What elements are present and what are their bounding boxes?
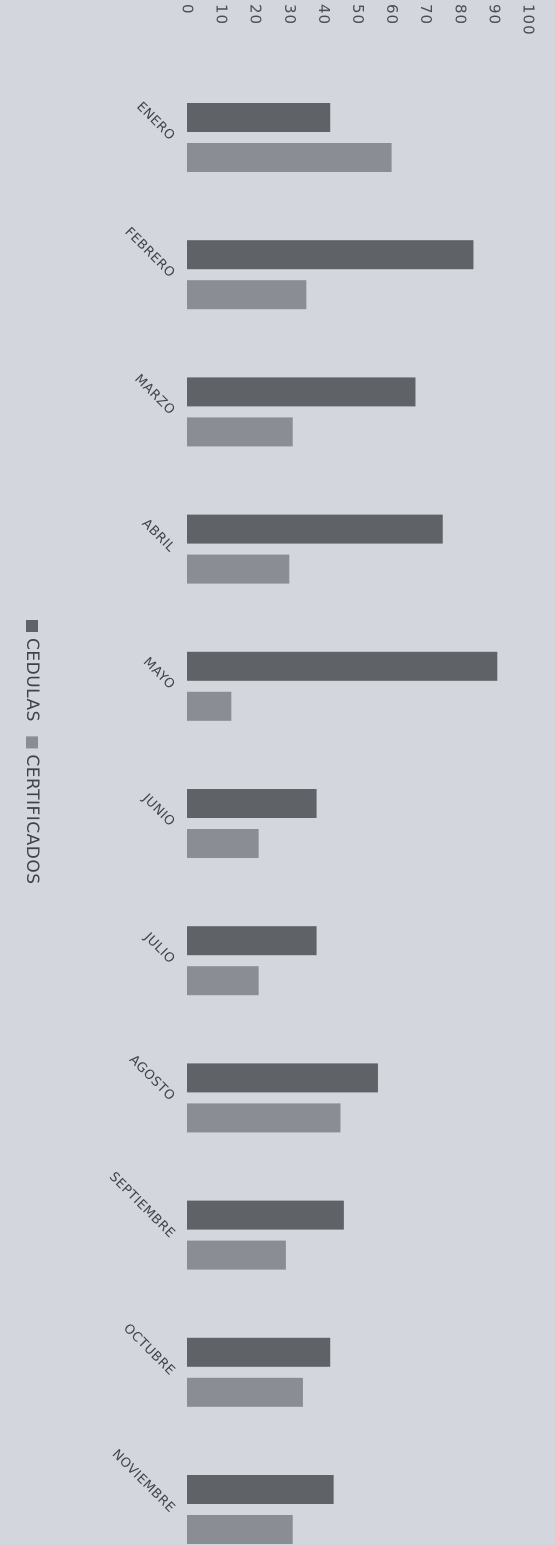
tick-label: 60 <box>383 4 401 25</box>
month-label: AGOSTO <box>126 1052 178 1104</box>
tick-label: 100 <box>520 4 538 36</box>
bar-cedulas-enero <box>187 103 331 132</box>
month-label: ENERO <box>133 99 177 143</box>
bar-certificados-abril <box>187 554 290 584</box>
bar-certificados-mayo <box>187 691 232 721</box>
bar-cedulas-agosto <box>187 1063 378 1093</box>
bar-cedulas-marzo <box>187 377 416 407</box>
bar-cedulas-abril <box>187 514 443 544</box>
bar-certificados-noviembre <box>187 1515 293 1544</box>
month-label: OCTUBRE <box>120 1321 178 1379</box>
month-label: JULIO <box>140 929 178 967</box>
bar-certificados-agosto <box>187 1103 341 1133</box>
month-label: SEPTIEMBRE <box>106 1170 178 1242</box>
value-axis: 0 10 20 30 40 50 60 70 80 90 100 <box>179 4 538 36</box>
bar-cedulas-julio <box>187 926 317 956</box>
bar-cedulas-septiembre <box>187 1200 344 1230</box>
legend-swatch <box>26 620 38 632</box>
legend-swatch <box>26 736 38 749</box>
month-label: MARZO <box>131 372 178 419</box>
bar-certificados-julio <box>187 966 259 996</box>
bar-cedulas-noviembre <box>187 1475 334 1504</box>
legend-label: CERTIFICADOS <box>22 754 42 884</box>
bar-cedulas-junio <box>187 789 317 818</box>
month-label: FEBRERO <box>121 225 177 281</box>
month-label: JUNIO <box>138 790 177 829</box>
bar-cedulas-febrero <box>187 240 474 270</box>
tick-label: 40 <box>315 4 333 25</box>
tick-label: 20 <box>247 4 265 25</box>
category-axis: ENERO FEBRERO MARZO ABRIL MAYO JUNIO JULIO AGOS… <box>106 99 178 1515</box>
bar-certificados-septiembre <box>187 1240 286 1270</box>
bars <box>187 103 498 1544</box>
bar-certificados-octubre <box>187 1377 303 1407</box>
bar-cedulas-octubre <box>187 1337 331 1367</box>
month-label: MAYO <box>140 655 178 693</box>
tick-label: 30 <box>281 4 299 25</box>
tick-label: 70 <box>417 4 435 25</box>
tick-label: 10 <box>213 4 231 25</box>
legend: CEDULAS CERTIFICADOS <box>22 620 42 885</box>
bar-certificados-febrero <box>187 280 307 310</box>
bar-certificados-marzo <box>187 417 293 447</box>
bar-certificados-enero <box>187 143 392 172</box>
month-label: ABRIL <box>139 516 178 555</box>
tick-label: 50 <box>349 4 367 25</box>
month-label: NOVIEMBRE <box>109 1447 178 1516</box>
tick-label: 90 <box>485 4 503 25</box>
bar-certificados-junio <box>187 829 259 858</box>
tick-label: 80 <box>451 4 469 25</box>
legend-label: CEDULAS <box>22 638 42 722</box>
bar-cedulas-mayo <box>187 651 498 681</box>
tick-label: 0 <box>179 4 197 15</box>
